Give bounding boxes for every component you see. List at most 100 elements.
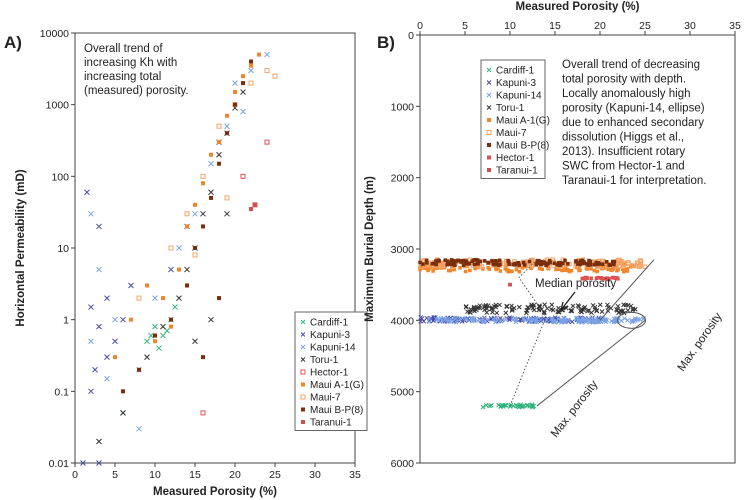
data-point <box>630 307 636 313</box>
data-point <box>192 210 198 217</box>
data-point <box>475 261 480 266</box>
data-point <box>549 302 555 308</box>
data-point <box>88 304 94 310</box>
legend-label: Maui-7 <box>310 393 341 404</box>
data-point <box>485 317 491 322</box>
data-point <box>592 268 597 273</box>
data-point <box>104 354 110 360</box>
max-porosity-line <box>599 259 655 321</box>
data-point <box>217 161 221 166</box>
data-point <box>445 259 450 263</box>
annotation-line: Overall trend of decreasing <box>562 59 700 71</box>
data-point <box>596 260 601 265</box>
data-point <box>176 295 182 301</box>
data-point <box>418 267 422 272</box>
data-point <box>576 262 580 266</box>
data-point <box>136 295 142 301</box>
y-tick-label: 1000 <box>46 100 70 112</box>
y-tick-label: 1000 <box>391 101 415 113</box>
data-point <box>96 460 102 466</box>
annotation-line: increasing Kh with <box>84 57 177 69</box>
data-point <box>172 304 178 310</box>
data-point <box>465 309 470 315</box>
data-point <box>545 266 550 270</box>
x-tick-label: 35 <box>729 20 741 32</box>
data-point <box>440 263 445 268</box>
annotation-line: Taranaui-1 for interpretation. <box>562 175 706 187</box>
annotation-line: dissolution (Higgs et al., <box>562 132 684 144</box>
annotation-line: (measured) porosity. <box>84 85 189 97</box>
data-point <box>634 260 640 266</box>
data-point <box>483 402 489 408</box>
data-point <box>569 307 574 313</box>
data-point <box>630 263 635 269</box>
y-axis-label: Maximum Burial Depth (m) <box>364 176 376 322</box>
legend-label: Taranui-1 <box>496 166 538 177</box>
data-point <box>529 317 535 323</box>
data-point <box>249 63 253 68</box>
annotation-line: total porosity with depth. <box>562 74 686 86</box>
y-tick-label: 100 <box>51 171 69 183</box>
data-point <box>148 332 154 339</box>
data-point <box>478 259 483 264</box>
y-tick-label: 0.1 <box>54 386 69 398</box>
data-point <box>494 310 500 316</box>
data-point <box>264 139 270 145</box>
data-point <box>112 316 118 323</box>
data-point <box>464 316 470 322</box>
data-point <box>580 258 585 263</box>
data-point <box>615 303 621 309</box>
y-tick-label: 3000 <box>391 244 415 256</box>
y-tick-label: 0 <box>408 30 414 42</box>
data-point <box>300 394 306 400</box>
data-point <box>208 316 214 323</box>
data-point <box>621 267 626 272</box>
data-point <box>96 266 102 273</box>
data-point <box>515 264 520 269</box>
data-point <box>224 195 230 201</box>
data-point <box>436 318 442 323</box>
data-point <box>610 267 614 272</box>
legend-label: Hector-1 <box>310 368 349 379</box>
data-point <box>602 276 606 281</box>
data-point <box>169 324 173 329</box>
data-point <box>208 160 214 167</box>
data-point <box>588 263 593 267</box>
data-point <box>96 323 102 330</box>
data-point <box>240 108 246 115</box>
data-point <box>486 265 491 270</box>
data-point <box>549 318 555 324</box>
x-tick-label: 25 <box>639 20 651 32</box>
data-point <box>575 303 581 308</box>
data-point <box>537 303 542 309</box>
x-tick-label: 35 <box>349 469 361 481</box>
data-point <box>184 211 190 217</box>
data-point <box>448 317 454 322</box>
data-point <box>272 73 278 79</box>
data-point <box>473 266 477 271</box>
y-tick-label: 4000 <box>391 315 415 327</box>
data-point <box>569 319 575 325</box>
data-point <box>436 264 441 269</box>
data-point <box>537 266 542 271</box>
median-porosity-label: Median porosity <box>535 278 616 290</box>
data-point <box>542 302 548 308</box>
data-point <box>426 268 430 273</box>
data-point <box>301 420 305 424</box>
data-point <box>112 338 118 345</box>
data-point <box>177 267 181 272</box>
data-point <box>494 267 498 272</box>
data-point <box>610 259 615 264</box>
data-point <box>506 269 511 274</box>
data-point <box>625 269 630 273</box>
max-porosity-label: Max. porosity <box>549 378 601 439</box>
data-point <box>264 51 270 58</box>
data-point <box>300 319 306 325</box>
data-point <box>201 224 205 229</box>
data-point <box>120 410 126 416</box>
data-point <box>606 265 610 269</box>
data-point <box>514 403 520 409</box>
data-point <box>490 258 494 263</box>
